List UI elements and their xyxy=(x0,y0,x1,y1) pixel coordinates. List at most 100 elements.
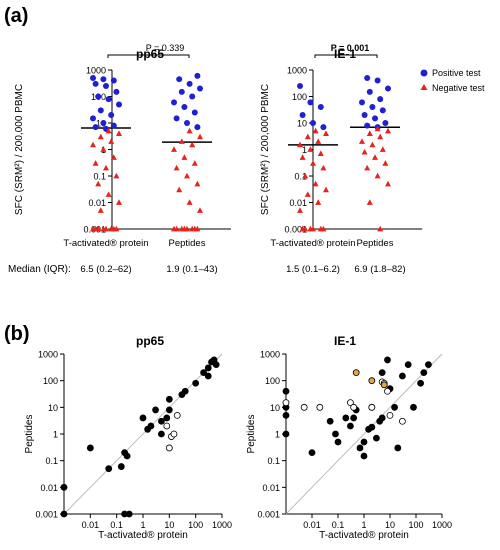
data-point-negative xyxy=(194,180,201,187)
data-point-filled xyxy=(360,438,368,446)
data-point-negative xyxy=(103,164,109,171)
data-point-negative xyxy=(364,164,371,171)
data-point-filled xyxy=(360,452,368,460)
data-point-negative xyxy=(178,138,185,144)
data-point-filled xyxy=(158,430,165,438)
y-tick-label: 10 xyxy=(270,403,280,413)
data-point-open xyxy=(282,399,290,407)
data-point-filled xyxy=(282,430,290,438)
data-point-positive xyxy=(100,120,107,126)
data-point-positive xyxy=(90,74,96,81)
data-point-filled xyxy=(342,414,350,422)
y-tick-label: 0.1 xyxy=(45,456,58,466)
y-tick-label: 10 xyxy=(297,119,307,129)
data-point-negative xyxy=(113,225,120,232)
y-tick-label: 0.1 xyxy=(294,172,307,182)
y-tick-label: 0.01 xyxy=(40,483,58,493)
data-point-positive xyxy=(317,104,324,111)
data-point-negative xyxy=(194,225,201,232)
y-tick-label: 1000 xyxy=(260,350,280,360)
y-tick-label: 0.001 xyxy=(284,225,307,235)
y-axis-label: SFC (SRM²) / 200,000 PBMC xyxy=(14,84,25,215)
data-point-negative xyxy=(312,127,319,134)
data-point-positive xyxy=(186,80,193,87)
data-point-negative xyxy=(310,160,316,166)
data-point-filled xyxy=(368,423,376,431)
data-point-positive xyxy=(181,104,188,111)
data-point-filled xyxy=(204,364,212,372)
data-point-filled xyxy=(384,356,391,364)
data-point-negative xyxy=(113,172,120,179)
y-tick-label: 0.001 xyxy=(257,510,280,520)
data-point-filled xyxy=(404,361,412,369)
data-point-filled xyxy=(394,444,402,452)
data-point-positive xyxy=(113,88,120,95)
data-point-positive xyxy=(310,120,316,126)
data-point-filled xyxy=(420,369,428,377)
data-point-positive xyxy=(377,96,384,103)
data-point-negative xyxy=(181,154,188,160)
x-axis-label: T-activated® protein xyxy=(319,530,409,541)
median-iqr-text: 1.9 (0.1–43) xyxy=(166,264,217,275)
x-tick-label: 1 xyxy=(361,520,366,530)
data-point-filled xyxy=(212,361,220,369)
x-category-label: Peptides xyxy=(169,238,206,249)
data-point-positive xyxy=(374,77,381,84)
data-point-negative xyxy=(297,207,303,213)
data-point-positive xyxy=(382,120,389,126)
x-tick-label: 0.01 xyxy=(82,520,100,530)
data-point-open xyxy=(350,403,358,411)
data-point-filled xyxy=(334,438,342,446)
data-point-negative xyxy=(95,180,102,187)
data-point-open xyxy=(384,387,391,395)
data-point-negative xyxy=(304,133,311,140)
data-point-filled xyxy=(391,403,398,411)
data-point-positive xyxy=(364,74,371,81)
data-point-negative xyxy=(359,138,365,144)
data-point-positive xyxy=(194,72,201,79)
data-point-negative xyxy=(366,130,373,136)
data-point-negative xyxy=(297,141,303,148)
data-point-negative xyxy=(184,172,190,179)
x-tick-label: 10 xyxy=(385,520,395,530)
data-point-open xyxy=(165,444,173,452)
data-point-orange xyxy=(380,381,388,389)
data-point-filled xyxy=(152,406,159,414)
data-point-negative xyxy=(323,130,329,136)
data-point-negative xyxy=(92,160,99,166)
chart-title: pp65 xyxy=(136,334,164,348)
x-tick-label: 1 xyxy=(140,520,145,530)
data-point-negative xyxy=(197,133,203,140)
data-point-filled xyxy=(117,463,125,470)
data-point-negative xyxy=(307,146,314,152)
y-tick-label: 100 xyxy=(292,92,307,102)
identity-diagonal xyxy=(63,353,223,515)
data-point-negative xyxy=(197,207,203,213)
data-point-negative xyxy=(385,127,391,134)
data-point-positive xyxy=(194,124,201,131)
chart-title: pp65 xyxy=(136,47,164,61)
data-point-negative xyxy=(105,127,112,134)
data-point-negative xyxy=(173,225,180,232)
legend-marker-negative xyxy=(420,84,428,90)
data-point-filled xyxy=(373,434,380,442)
median-label: Median (IQR): xyxy=(8,264,71,275)
data-point-positive xyxy=(189,93,196,100)
x-tick-label: 100 xyxy=(188,520,203,530)
data-point-negative xyxy=(315,199,322,205)
y-tick-label: 1000 xyxy=(86,66,106,76)
median-iqr-text: 6.5 (0.2–62) xyxy=(80,264,131,275)
y-tick-label: 1 xyxy=(302,145,307,155)
data-point-positive xyxy=(110,77,117,84)
x-tick-label: 0.01 xyxy=(303,520,321,530)
data-point-filled xyxy=(326,417,334,425)
identity-diagonal xyxy=(285,353,443,515)
data-point-negative xyxy=(320,225,327,232)
y-tick-label: 1000 xyxy=(287,66,307,76)
legend-label: Positive test xyxy=(432,68,481,78)
data-point-positive xyxy=(105,96,112,103)
data-point-negative xyxy=(103,225,109,232)
data-point-filled xyxy=(60,510,68,518)
panel-label-a: (a) xyxy=(4,5,28,27)
